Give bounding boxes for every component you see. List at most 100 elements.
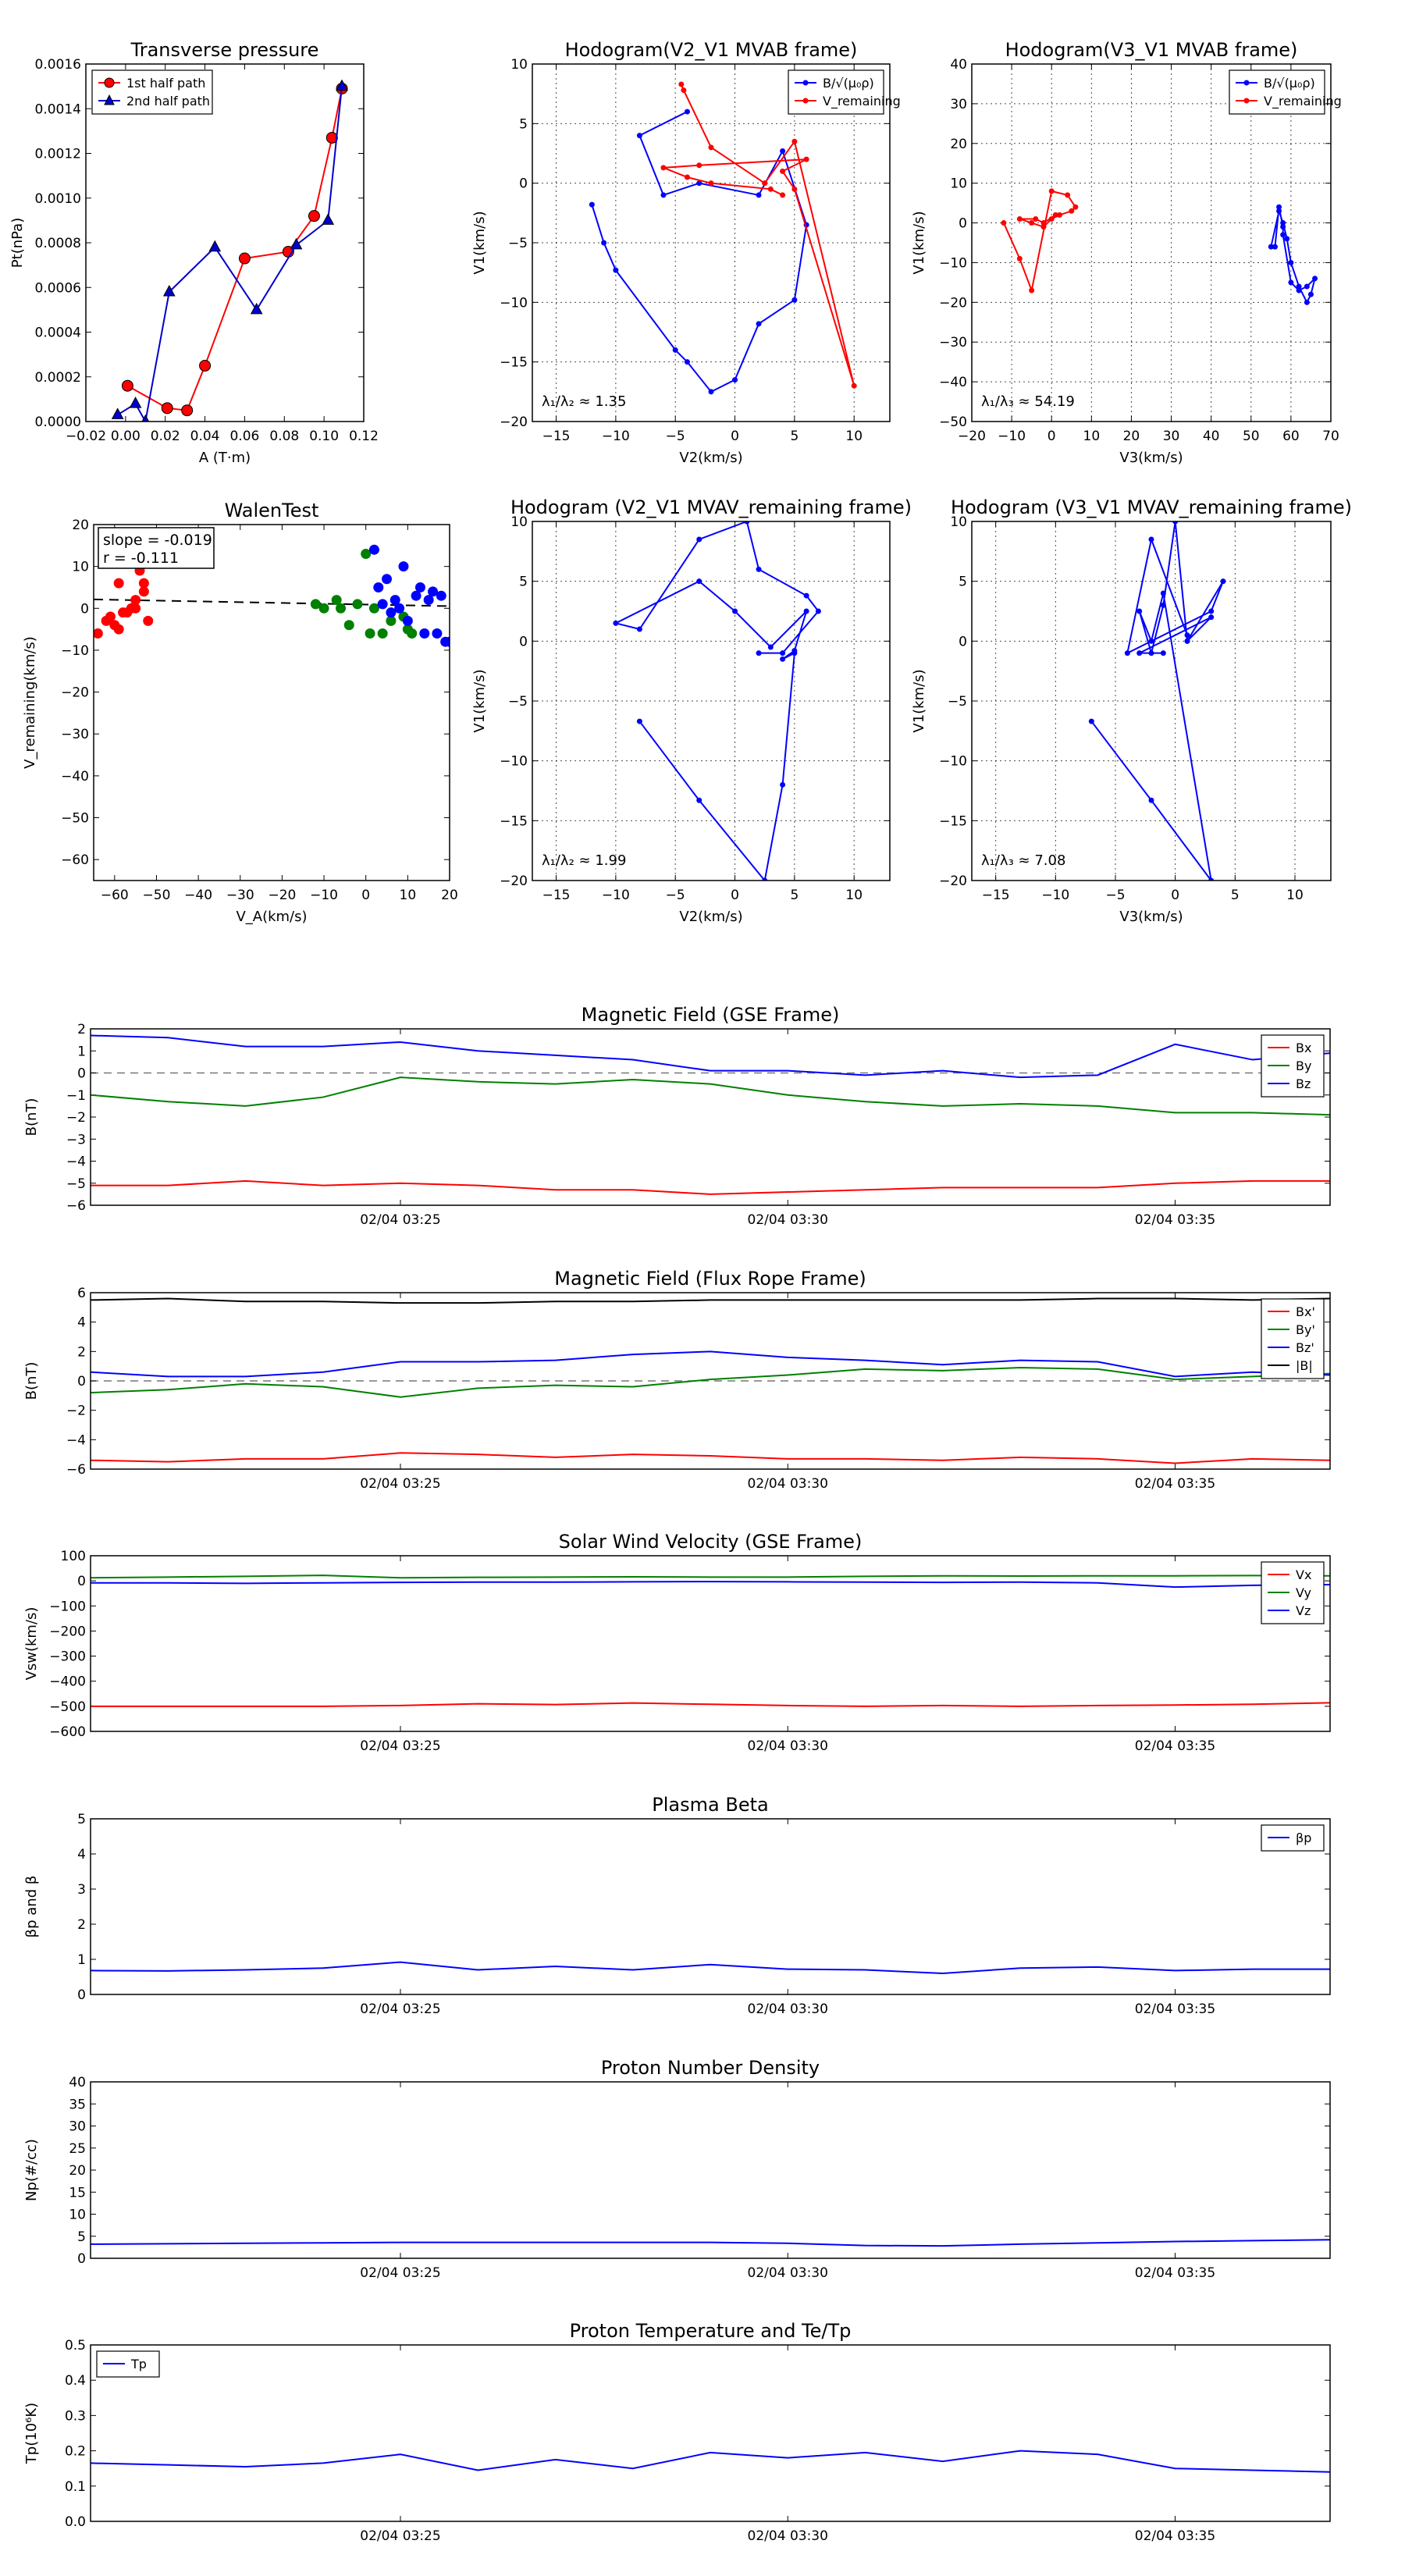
series-line	[591, 111, 808, 393]
x-tick-label: 0.06	[229, 429, 259, 444]
y-tick-label: −5	[66, 1176, 86, 1192]
y-tick-label: −400	[49, 1674, 86, 1690]
data-point	[365, 628, 375, 639]
data-point	[1276, 208, 1282, 214]
data-point	[1280, 220, 1286, 226]
y-tick-label: 5	[519, 116, 528, 132]
y-tick-label: 0.0016	[35, 57, 81, 73]
data-point	[1001, 220, 1007, 226]
data-point	[1065, 192, 1071, 198]
chart-hodo_v2v1_mvab: Hodogram(V2_V1 MVAB frame) −15 −10 −5 0 5 10 −2…	[471, 39, 901, 466]
data-point	[780, 192, 786, 198]
y-tick-label: −4	[66, 1432, 86, 1448]
y-tick-label: 10	[69, 2208, 86, 2223]
y-tick-label: −10	[61, 643, 89, 659]
data-point	[377, 599, 388, 610]
y-tick-label: −6	[66, 1462, 86, 1478]
x-tick-label: 50	[1243, 429, 1260, 444]
data-point	[780, 650, 786, 656]
x-tick-label: 0	[1171, 888, 1179, 903]
chart-title: Hodogram (V2_V1 MVAV_remaining frame)	[510, 496, 912, 518]
series-line	[91, 1350, 1330, 1378]
x-tick-label: 0.10	[309, 429, 339, 444]
data-point	[290, 237, 303, 250]
plot-frame	[93, 524, 450, 881]
data-point	[389, 595, 400, 606]
x-tick-label: −15	[542, 429, 571, 444]
data-point	[780, 781, 786, 788]
plot-frame	[532, 63, 891, 422]
data-point	[803, 608, 809, 614]
data-point	[708, 180, 714, 187]
plot-area	[91, 1034, 1330, 1195]
y-tick-label: −4	[66, 1155, 86, 1170]
legend-marker	[1243, 80, 1250, 86]
legend-label: By	[1296, 1059, 1311, 1073]
data-point	[238, 252, 251, 265]
x-tick-label: 0	[731, 888, 739, 903]
y-axis-label: Tp(10⁶K)	[23, 2403, 40, 2464]
chart-proton_temp: Proton Temperature and Te/Tp 02/04 03:25 0…	[23, 2320, 1331, 2544]
data-point	[436, 590, 446, 601]
data-point	[1268, 244, 1274, 250]
x-tick-label: 02/04 03:30	[748, 1738, 828, 1754]
data-point	[1048, 215, 1055, 222]
x-tick-label: −10	[998, 429, 1026, 444]
x-tick-label: 0.08	[269, 429, 299, 444]
data-point	[382, 574, 393, 585]
y-tick-label: −20	[500, 873, 528, 889]
y-tick-label: −200	[49, 1624, 86, 1639]
y-tick-label: 40	[950, 57, 967, 73]
data-point	[1148, 536, 1154, 543]
data-point	[1208, 614, 1215, 621]
y-tick-label: 0	[959, 216, 967, 232]
legend-box	[1229, 69, 1325, 115]
data-point	[1220, 578, 1226, 585]
y-axis-label: Vsw(km/s)	[23, 1607, 40, 1681]
x-tick-label: 02/04 03:35	[1135, 2528, 1215, 2544]
y-tick-label: 10	[72, 560, 89, 575]
x-axis-label: V2(km/s)	[679, 450, 742, 466]
data-point	[361, 549, 372, 560]
data-point	[601, 240, 607, 246]
y-tick-label: 0.0012	[35, 147, 81, 162]
plot-frame	[90, 1292, 1331, 1470]
x-tick-label: 02/04 03:25	[360, 2265, 440, 2281]
y-tick-label: −5	[508, 694, 528, 710]
series-line	[91, 2239, 1330, 2247]
data-point	[428, 586, 439, 597]
y-tick-label: 0	[80, 601, 89, 617]
y-tick-label: 0	[519, 634, 528, 649]
data-point	[1136, 650, 1143, 656]
y-tick-label: 0	[519, 176, 528, 192]
y-tick-label: 0.0010	[35, 191, 81, 207]
y-tick-label: 0	[77, 1374, 86, 1389]
data-point	[1208, 608, 1215, 614]
x-tick-label: 10	[400, 888, 417, 903]
data-point	[791, 186, 798, 192]
plot-frame	[85, 63, 365, 422]
y-tick-label: 4	[77, 1847, 86, 1863]
y-tick-label: −10	[500, 295, 528, 311]
x-tick-label: 02/04 03:25	[360, 1476, 440, 1492]
data-point	[636, 133, 642, 139]
data-point	[352, 599, 363, 610]
data-point	[1284, 236, 1290, 242]
data-point	[791, 648, 798, 654]
data-point	[791, 138, 798, 144]
y-tick-label: −20	[61, 685, 89, 701]
legend-label: βp	[1296, 1831, 1311, 1845]
x-tick-label: 02/04 03:30	[748, 1212, 828, 1228]
data-point	[1312, 276, 1318, 282]
data-point	[1072, 204, 1079, 210]
stats-line: r = -0.111	[103, 550, 179, 567]
data-point	[803, 592, 809, 599]
chart-mag_fluxrope: Magnetic Field (Flux Rope Frame) 02/04 03…	[23, 1268, 1331, 1492]
legend-label: V_remaining	[1264, 94, 1342, 109]
data-point	[1288, 259, 1294, 265]
x-tick-label: 02/04 03:35	[1135, 1212, 1215, 1228]
plot-frame	[90, 1818, 1331, 1995]
legend: Tp	[96, 2350, 160, 2378]
y-tick-label: −30	[939, 335, 967, 350]
data-point	[113, 624, 124, 635]
